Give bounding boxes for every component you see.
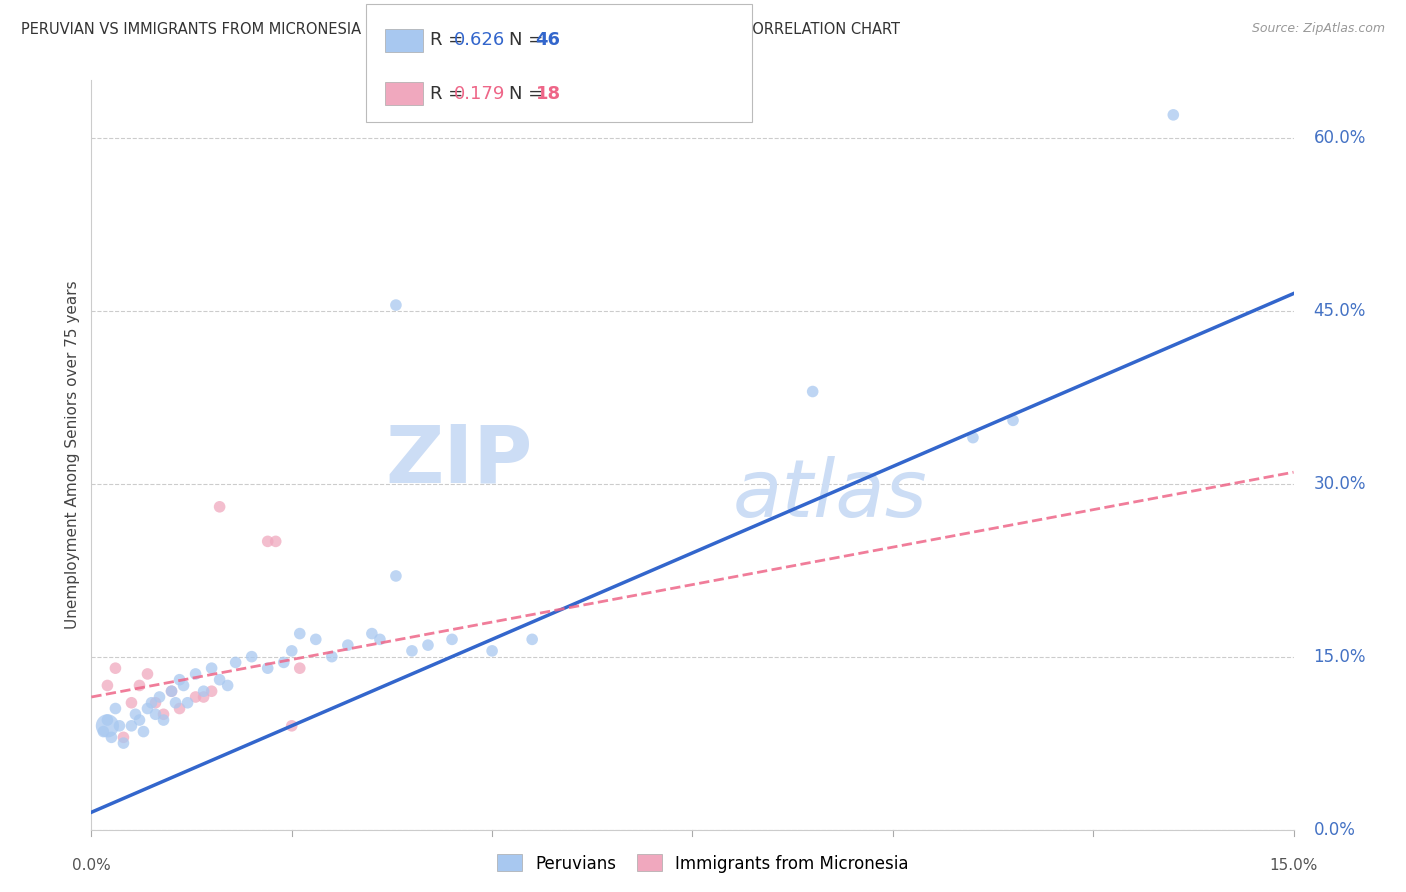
Point [165, 696, 187, 710]
Text: atlas: atlas [733, 457, 928, 534]
Point [256, 661, 278, 675]
Point [481, 644, 503, 658]
Point [264, 534, 287, 549]
Point [240, 649, 263, 664]
Point [121, 719, 143, 733]
Point [141, 696, 163, 710]
Text: R =: R = [430, 31, 470, 49]
Point [336, 638, 359, 652]
Point [520, 632, 543, 647]
Point [225, 656, 247, 670]
Point [148, 690, 170, 704]
Point [305, 632, 328, 647]
Point [401, 644, 423, 658]
Text: Source: ZipAtlas.com: Source: ZipAtlas.com [1251, 22, 1385, 36]
Point [288, 626, 311, 640]
Point [112, 731, 135, 745]
Point [169, 701, 191, 715]
Point [160, 684, 183, 698]
Point [128, 678, 150, 692]
Point [96, 713, 118, 727]
Point [441, 632, 464, 647]
Point [208, 500, 231, 514]
Point [108, 719, 131, 733]
Point [160, 684, 183, 698]
Point [193, 684, 215, 698]
Point [281, 644, 304, 658]
Point [145, 707, 167, 722]
Point [208, 673, 231, 687]
Point [217, 678, 239, 692]
Point [173, 678, 195, 692]
Point [112, 736, 135, 750]
Text: 15.0%: 15.0% [1313, 648, 1367, 665]
Text: N =: N = [509, 31, 548, 49]
Point [145, 696, 167, 710]
Point [281, 719, 304, 733]
Point [184, 667, 207, 681]
Text: 0.626: 0.626 [454, 31, 505, 49]
Point [128, 713, 150, 727]
Text: 15.0%: 15.0% [1270, 858, 1317, 873]
Y-axis label: Unemployment Among Seniors over 75 years: Unemployment Among Seniors over 75 years [65, 281, 80, 629]
Text: 60.0%: 60.0% [1313, 129, 1367, 147]
Text: R =: R = [430, 85, 470, 103]
Point [416, 638, 439, 652]
Point [93, 724, 115, 739]
Point [385, 298, 408, 312]
Text: 0.179: 0.179 [454, 85, 506, 103]
Point [132, 724, 155, 739]
Point [1001, 413, 1024, 427]
Text: 0.0%: 0.0% [1313, 821, 1355, 838]
Text: 45.0%: 45.0% [1313, 301, 1367, 320]
Point [100, 731, 122, 745]
Text: 0.0%: 0.0% [72, 858, 111, 873]
Point [801, 384, 824, 399]
Point [201, 661, 224, 675]
Point [152, 713, 174, 727]
Text: 18: 18 [536, 85, 561, 103]
Point [152, 707, 174, 722]
Point [360, 626, 382, 640]
Point [136, 701, 159, 715]
Point [201, 684, 224, 698]
Point [1161, 108, 1184, 122]
Point [256, 534, 278, 549]
Legend: Peruvians, Immigrants from Micronesia: Peruvians, Immigrants from Micronesia [491, 847, 915, 880]
Point [273, 656, 295, 670]
Point [136, 667, 159, 681]
Point [193, 690, 215, 704]
Point [288, 661, 311, 675]
Point [176, 696, 198, 710]
Point [104, 661, 127, 675]
Text: 46: 46 [536, 31, 561, 49]
Point [169, 673, 191, 687]
Text: PERUVIAN VS IMMIGRANTS FROM MICRONESIA UNEMPLOYMENT AMONG SENIORS OVER 75 YEARS : PERUVIAN VS IMMIGRANTS FROM MICRONESIA U… [21, 22, 900, 37]
Point [368, 632, 391, 647]
Point [321, 649, 343, 664]
Point [104, 701, 127, 715]
Point [121, 696, 143, 710]
Point [385, 569, 408, 583]
Point [96, 678, 118, 692]
Text: 30.0%: 30.0% [1313, 475, 1367, 492]
Text: ZIP: ZIP [385, 422, 531, 500]
Point [124, 707, 146, 722]
Point [96, 719, 118, 733]
Point [184, 690, 207, 704]
Text: N =: N = [509, 85, 548, 103]
Point [962, 431, 984, 445]
